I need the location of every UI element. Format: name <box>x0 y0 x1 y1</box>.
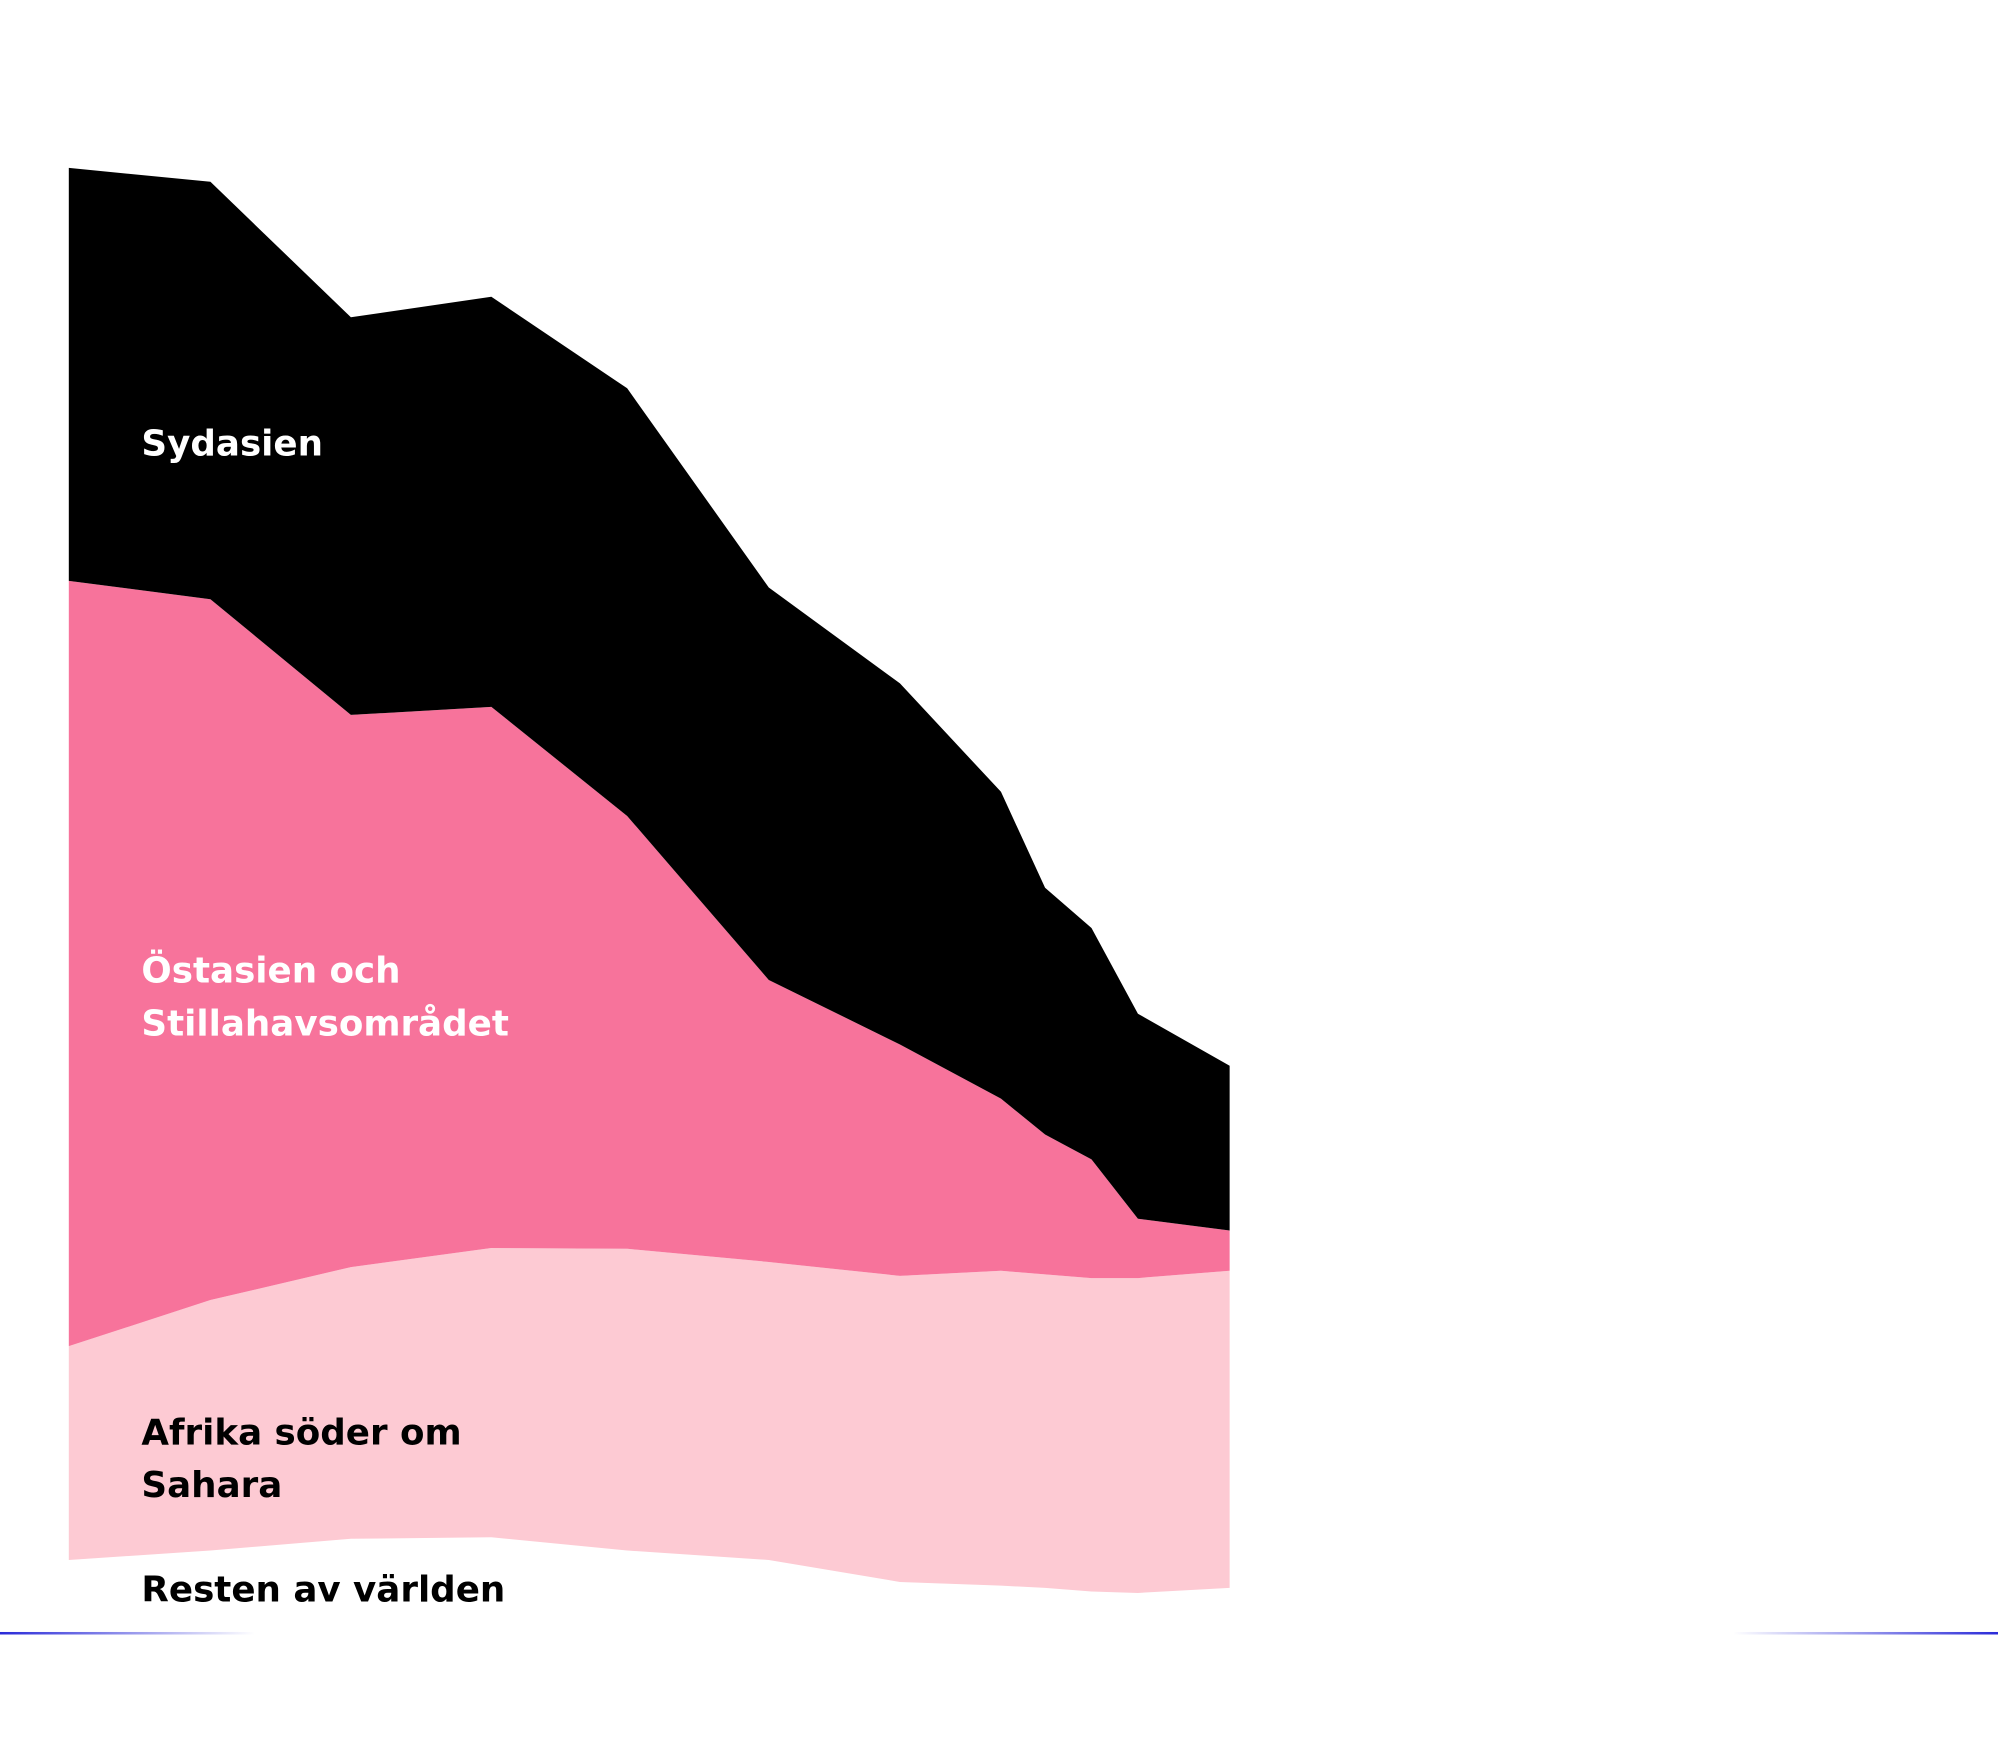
baseline-left <box>0 1631 255 1635</box>
areas <box>68 167 1230 1634</box>
baseline-right <box>1732 1631 1998 1635</box>
area <box>68 580 1230 1347</box>
series-label: Afrika söder om Sahara <box>141 1413 461 1507</box>
series-label: Sydasien <box>141 424 323 465</box>
area <box>68 1537 1230 1634</box>
area <box>68 167 1230 1231</box>
area <box>68 1248 1230 1593</box>
labels: Resten av världen Afrika söder om Sahara Ös… <box>141 424 509 1611</box>
series-label: Östasien och Stillahavsområdet <box>141 950 509 1045</box>
series-label: Resten av världen <box>141 1570 505 1611</box>
